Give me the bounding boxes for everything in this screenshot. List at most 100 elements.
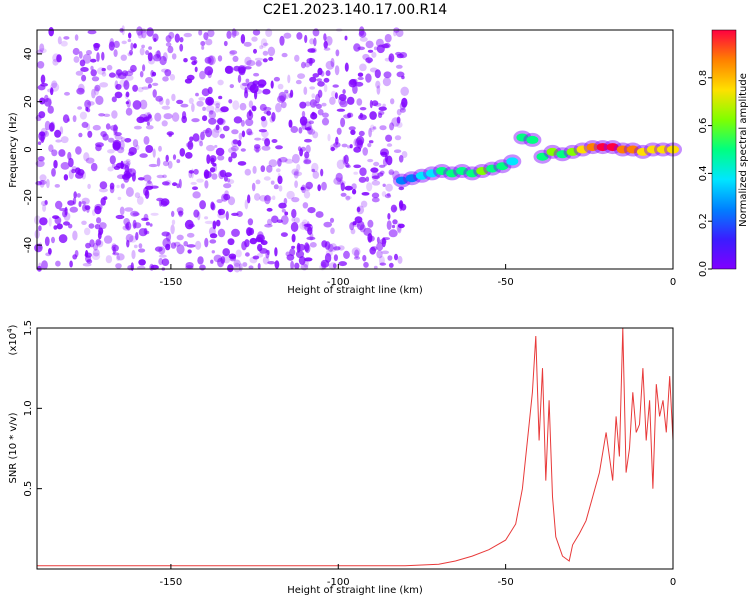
noise-speckle [204,180,209,189]
noise-speckle [131,249,136,260]
noise-speckle [336,127,342,135]
noise-speckle [226,30,232,39]
noise-speckle [54,129,62,138]
noise-speckle [259,248,268,254]
noise-speckle [368,235,375,242]
noise-speckle [114,132,122,137]
noise-speckle [87,29,97,35]
noise-speckle [251,182,256,192]
noise-speckle [341,143,348,148]
noise-speckle [373,126,377,130]
noise-speckle [397,223,405,229]
noise-speckle [290,222,299,232]
noise-speckle [125,187,134,197]
noise-speckle [69,206,79,213]
noise-speckle [141,86,150,90]
noise-speckle [357,46,366,51]
noise-speckle [323,40,328,49]
noise-speckle [202,115,208,122]
noise-speckle [190,181,197,185]
noise-speckle [99,181,108,190]
noise-speckle [133,43,137,49]
noise-speckle [279,35,285,46]
noise-speckle [201,45,205,50]
noise-speckle [38,262,42,271]
noise-speckle [280,232,288,238]
noise-speckle [35,49,44,55]
noise-speckle [379,238,387,245]
noise-speckle [360,200,368,208]
snr-line-group [37,327,674,567]
noise-speckle [95,144,102,152]
noise-speckle [278,202,287,209]
noise-speckle [197,256,204,265]
noise-speckle [129,49,133,56]
noise-speckle [45,252,52,257]
noise-speckle [376,44,385,54]
signal-point [405,174,418,183]
noise-speckle [120,137,126,142]
noise-speckle [116,253,125,261]
noise-speckle [352,84,358,95]
noise-speckle [92,248,100,257]
noise-speckle [263,176,271,181]
noise-speckle [227,238,235,246]
noise-speckle [162,160,170,167]
noise-speckle [75,146,82,155]
noise-speckle [325,60,335,70]
noise-speckle [213,254,222,263]
noise-speckle [233,116,243,124]
noise-speckle [254,144,261,150]
noise-speckle [55,260,61,267]
noise-speckle [267,218,273,226]
noise-speckle [209,239,217,244]
noise-speckle [39,97,46,105]
noise-speckle [301,110,306,118]
noise-speckle [95,95,104,106]
noise-speckle [179,37,184,43]
noise-speckle [349,144,353,149]
noise-speckle [183,241,188,247]
noise-speckle [199,141,204,147]
noise-speckle [204,216,209,220]
noise-speckle [178,211,183,218]
noise-speckle [58,149,66,157]
noise-speckle [98,188,108,193]
noise-speckle [219,169,227,178]
noise-speckle [37,156,45,162]
noise-speckle [231,228,240,237]
noise-speckle [382,158,388,167]
noise-speckle [227,264,234,273]
noise-speckle [235,249,242,258]
noise-speckle [324,253,332,263]
noise-speckle [161,231,170,237]
noise-speckle [400,203,407,211]
noise-speckle [147,114,152,119]
noise-speckle [352,221,357,226]
noise-speckle [51,80,58,89]
noise-speckle [162,76,169,82]
noise-speckle [315,211,324,218]
noise-speckle [155,95,163,102]
noise-speckle [92,124,101,131]
noise-speckle [359,224,366,233]
noise-speckle [216,199,223,204]
noise-speckle [114,80,119,90]
noise-speckle [304,127,312,131]
noise-speckle [399,102,406,111]
noise-speckle [136,196,144,205]
noise-speckle [75,70,84,76]
noise-speckle [343,154,349,164]
noise-speckle [147,83,152,89]
noise-speckle [81,121,89,128]
noise-speckle [236,211,243,217]
noise-speckle [82,53,92,64]
noise-speckle [109,155,116,165]
signal-point [657,145,669,154]
noise-speckle [63,221,70,226]
noise-speckle [297,73,306,79]
noise-speckle [342,155,347,165]
y-tick-label: 1.0 [23,400,34,416]
noise-speckle [353,171,359,175]
noise-speckle [200,131,205,141]
